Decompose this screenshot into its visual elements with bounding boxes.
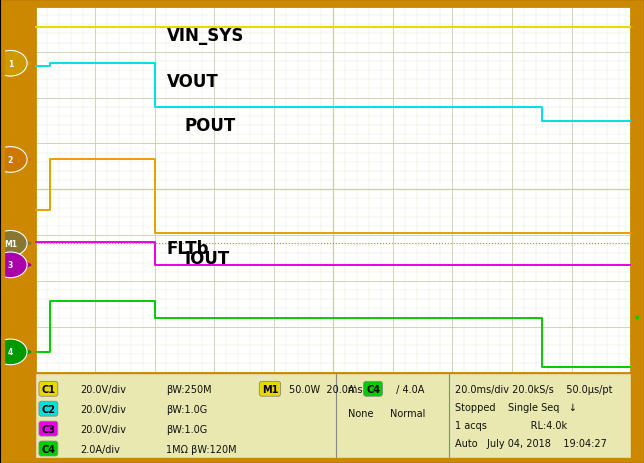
Text: M1: M1 bbox=[4, 239, 17, 248]
Text: VOUT: VOUT bbox=[167, 73, 218, 91]
Circle shape bbox=[0, 147, 27, 173]
Text: 20.0ms/div 20.0kS/s    50.0µs/pt: 20.0ms/div 20.0kS/s 50.0µs/pt bbox=[455, 384, 613, 394]
Text: 1MΩ βW:120M: 1MΩ βW:120M bbox=[166, 444, 237, 454]
Text: βW:1.0G: βW:1.0G bbox=[166, 424, 208, 434]
Circle shape bbox=[0, 231, 27, 257]
Text: C4: C4 bbox=[41, 444, 55, 454]
Text: None: None bbox=[348, 408, 374, 419]
Text: POUT: POUT bbox=[184, 116, 236, 134]
Text: Stopped    Single Seq   ↓: Stopped Single Seq ↓ bbox=[455, 402, 577, 412]
Text: FLTb: FLTb bbox=[167, 240, 209, 258]
Text: / 4.0A: / 4.0A bbox=[393, 384, 424, 394]
Text: IOUT: IOUT bbox=[184, 250, 230, 268]
Text: 20.0V/div: 20.0V/div bbox=[80, 424, 126, 434]
Text: 1: 1 bbox=[8, 60, 13, 69]
Text: βW:1.0G: βW:1.0G bbox=[166, 404, 208, 414]
Circle shape bbox=[0, 252, 27, 278]
Text: C3: C3 bbox=[41, 424, 55, 434]
Text: 1 acqs              RL:4.0k: 1 acqs RL:4.0k bbox=[455, 420, 567, 430]
Text: 4: 4 bbox=[8, 348, 13, 357]
Text: C4: C4 bbox=[366, 384, 380, 394]
Text: 2: 2 bbox=[8, 156, 13, 165]
Text: 20.0V/div: 20.0V/div bbox=[80, 404, 126, 414]
Text: C1: C1 bbox=[41, 384, 55, 394]
Text: VIN_SYS: VIN_SYS bbox=[167, 27, 244, 45]
Text: βW:250M: βW:250M bbox=[166, 384, 212, 394]
Text: 50.0W  20.0ms: 50.0W 20.0ms bbox=[289, 384, 362, 394]
Text: 3: 3 bbox=[8, 261, 13, 270]
Text: A': A' bbox=[348, 384, 357, 394]
Circle shape bbox=[0, 339, 27, 365]
Text: 2.0A/div: 2.0A/div bbox=[80, 444, 120, 454]
Text: Auto   July 04, 2018    19:04:27: Auto July 04, 2018 19:04:27 bbox=[455, 438, 607, 448]
Text: Normal: Normal bbox=[390, 408, 425, 419]
Text: C2: C2 bbox=[41, 404, 55, 414]
Text: M1: M1 bbox=[261, 384, 278, 394]
Text: 20.0V/div: 20.0V/div bbox=[80, 384, 126, 394]
Circle shape bbox=[0, 51, 27, 77]
